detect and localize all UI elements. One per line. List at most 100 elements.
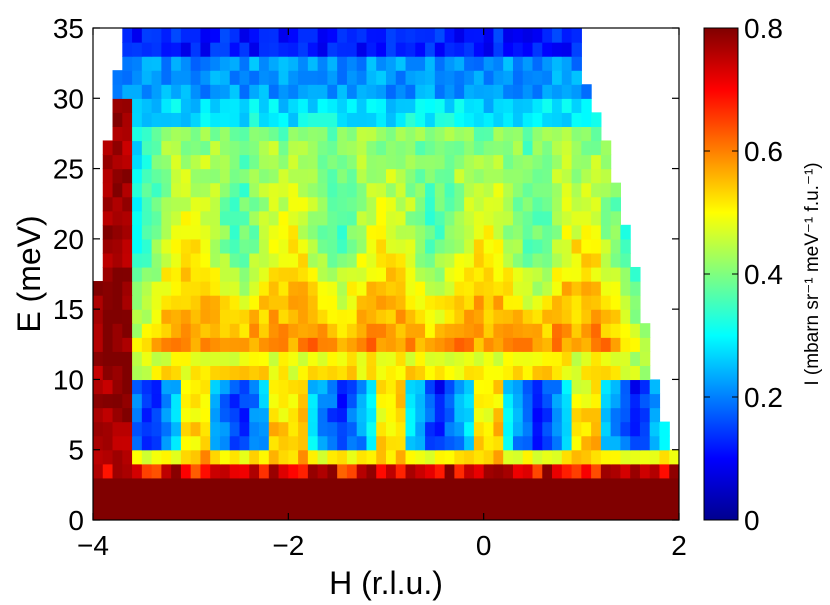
heatmap-cell (229, 266, 241, 282)
heatmap-cell (288, 266, 299, 282)
heatmap-cell (356, 463, 368, 479)
heatmap-cell (288, 505, 299, 520)
heatmap-cell (239, 168, 250, 184)
heatmap-cell (425, 491, 436, 507)
heatmap-cell (122, 168, 133, 184)
heatmap-cell (659, 477, 670, 493)
heatmap-cell (239, 224, 250, 240)
heatmap-cell (405, 351, 416, 366)
heatmap-cell (630, 477, 641, 493)
heatmap-cell (268, 84, 280, 99)
heatmap-cell (200, 252, 211, 268)
heatmap-cell (620, 351, 631, 366)
heatmap-cell (493, 393, 504, 409)
heatmap-cell (571, 449, 582, 465)
heatmap-cell (346, 351, 358, 366)
heatmap-cell (444, 56, 455, 71)
heatmap-cell (112, 309, 123, 324)
heatmap-cell (376, 477, 387, 493)
heatmap-cell (337, 281, 348, 296)
heatmap-cell (259, 449, 270, 465)
heatmap-cell (180, 323, 192, 338)
heatmap-cell (307, 309, 319, 324)
heatmap-cell (356, 168, 368, 184)
heatmap-cell (259, 126, 270, 142)
heatmap-cell (327, 337, 338, 352)
heatmap-cell (219, 309, 231, 324)
heatmap-cell (552, 379, 563, 395)
heatmap-cell (259, 112, 270, 127)
heatmap-cell (288, 28, 299, 43)
heatmap-cell (483, 84, 495, 99)
heatmap-cell (503, 323, 514, 338)
heatmap-cell (444, 126, 455, 142)
heatmap-cell (171, 337, 182, 352)
heatmap-cell (630, 266, 641, 282)
heatmap-cell (376, 295, 387, 310)
heatmap-cell (532, 252, 543, 268)
heatmap-cell (151, 42, 162, 57)
heatmap-cell (219, 351, 231, 366)
heatmap-cell (180, 421, 192, 437)
heatmap-cell (522, 252, 534, 268)
heatmap-cell (278, 505, 289, 520)
y-axis-label: E (meV) (11, 215, 47, 332)
colorbar-tick-label: 0 (744, 505, 760, 536)
heatmap-cell (483, 407, 495, 423)
heatmap-cell (552, 210, 563, 226)
heatmap-cell (512, 421, 524, 437)
heatmap-cell (317, 126, 328, 142)
heatmap-cell (552, 463, 563, 479)
heatmap-cell (171, 449, 182, 465)
heatmap-cell (434, 252, 446, 268)
heatmap-cell (151, 295, 162, 310)
heatmap-cell (132, 42, 143, 57)
heatmap-cell (610, 196, 621, 212)
heatmap-cell (122, 281, 133, 296)
heatmap-cell (259, 56, 270, 71)
heatmap-cell (141, 323, 153, 338)
heatmap-cell (454, 224, 465, 240)
heatmap-cell (464, 266, 475, 282)
heatmap-cell (288, 309, 299, 324)
heatmap-cell (376, 210, 387, 226)
heatmap-cell (327, 238, 338, 254)
heatmap-cell (532, 309, 543, 324)
heatmap-cell (464, 281, 475, 296)
heatmap-cell (278, 70, 289, 85)
heatmap-cell (591, 407, 602, 423)
heatmap-cell (434, 463, 446, 479)
heatmap-cell (346, 252, 358, 268)
heatmap-cell (122, 351, 133, 366)
heatmap-cell (473, 224, 485, 240)
heatmap-cell (171, 435, 182, 451)
heatmap-cell (112, 196, 123, 212)
heatmap-cell (415, 365, 426, 381)
heatmap-cell (649, 505, 661, 520)
heatmap-cell (161, 477, 172, 493)
heatmap-cell (454, 210, 465, 226)
heatmap-cell (581, 112, 592, 127)
heatmap-cell (171, 407, 182, 423)
heatmap-cell (93, 323, 104, 338)
heatmap-cell (434, 337, 446, 352)
heatmap-cell (630, 295, 641, 310)
heatmap-cell (610, 295, 621, 310)
heatmap-cell (239, 112, 250, 127)
heatmap-cell (259, 379, 270, 395)
heatmap-cell (395, 323, 407, 338)
heatmap-cell (552, 154, 563, 170)
heatmap-cell (239, 295, 250, 310)
heatmap-cell (249, 238, 260, 254)
heatmap-cell (161, 140, 172, 156)
heatmap-cell (327, 393, 338, 409)
heatmap-cell (317, 463, 328, 479)
heatmap-cell (132, 449, 143, 465)
heatmap-cell (327, 140, 338, 156)
heatmap-cell (161, 182, 172, 198)
heatmap-cell (503, 295, 514, 310)
heatmap-cell (141, 379, 153, 395)
heatmap-cell (278, 295, 289, 310)
heatmap-cell (483, 210, 495, 226)
heatmap-cell (376, 323, 387, 338)
